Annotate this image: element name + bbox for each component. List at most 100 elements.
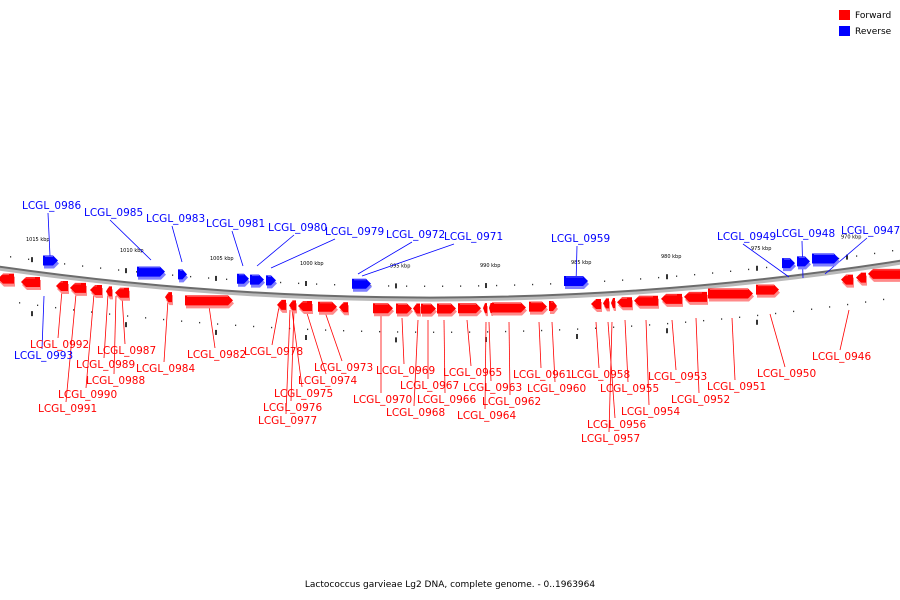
leader-line [41,295,45,350]
gene-arrow[interactable] [437,303,457,317]
gene-arrow[interactable] [277,299,287,313]
gene-arrow[interactable] [137,266,166,280]
gene-arrow[interactable] [856,272,867,286]
gene-arrow[interactable] [115,287,130,301]
gene-arrow[interactable] [603,298,610,312]
gene-label-lcgl-0946[interactable]: LCGL_0946 [812,351,871,363]
gene-label-lcgl-0970[interactable]: LCGL_0970 [353,394,412,406]
gene-arrow[interactable] [21,276,41,290]
gene-label-lcgl-0988[interactable]: LCGL_0988 [86,375,145,387]
gene-arrow[interactable] [237,273,250,287]
gene-arrow[interactable] [708,288,754,302]
gene-arrow[interactable] [298,300,313,314]
gene-arrow[interactable] [868,268,900,282]
gene-label-lcgl-0966[interactable]: LCGL_0966 [417,394,476,406]
gene-label-lcgl-0969[interactable]: LCGL_0969 [376,365,435,377]
gene-label-lcgl-0991[interactable]: LCGL_0991 [38,403,97,415]
gene-label-lcgl-0962[interactable]: LCGL_0962 [482,396,541,408]
gene-arrow[interactable] [617,297,633,311]
gene-label-lcgl-0950[interactable]: LCGL_0950 [757,368,816,380]
gene-arrow[interactable] [266,275,277,289]
gene-label-lcgl-0986[interactable]: LCGL_0986 [22,200,81,212]
gene-arrow[interactable] [492,302,527,316]
gene-arrow[interactable] [56,280,69,294]
gene-arrow[interactable] [373,303,394,317]
leader-line [113,295,117,375]
gene-label-lcgl-0947[interactable]: LCGL_0947 [841,225,900,237]
gene-label-lcgl-0960[interactable]: LCGL_0960 [527,383,586,395]
gene-arrow[interactable] [661,293,683,307]
gene-label-lcgl-0977[interactable]: LCGL_0977 [258,415,317,427]
gene-label-lcgl-0972[interactable]: LCGL_0972 [386,229,445,241]
gene-arrow[interactable] [70,282,87,296]
gene-arrow[interactable] [396,303,413,317]
gene-label-lcgl-0965[interactable]: LCGL_0965 [443,367,502,379]
gene-label-lcgl-0975[interactable]: LCGL_0975 [274,388,333,400]
gene-arrow[interactable] [106,286,113,300]
gene-label-lcgl-0949[interactable]: LCGL_0949 [717,231,776,243]
leader-line [103,293,109,359]
gene-label-lcgl-0953[interactable]: LCGL_0953 [648,371,707,383]
gene-label-lcgl-0951[interactable]: LCGL_0951 [707,381,766,393]
gene-arrow[interactable] [289,300,297,314]
gene-label-lcgl-0981[interactable]: LCGL_0981 [206,218,265,230]
gene-arrow[interactable] [634,295,659,309]
gene-arrow[interactable] [483,303,488,317]
gene-arrow[interactable] [549,301,558,315]
gene-label-lcgl-0987[interactable]: LCGL_0987 [97,345,156,357]
gene-label-lcgl-0968[interactable]: LCGL_0968 [386,407,445,419]
gene-arrow[interactable] [413,303,421,317]
legend-reverse-label: Reverse [855,27,892,37]
gene-arrow[interactable] [0,273,15,287]
gene-arrow[interactable] [250,274,265,288]
gene-arrow[interactable] [591,298,602,312]
gene-label-lcgl-0992[interactable]: LCGL_0992 [30,339,89,351]
gene-label-lcgl-0952[interactable]: LCGL_0952 [671,394,730,406]
gene-label-lcgl-0961[interactable]: LCGL_0961 [513,369,572,381]
gene-label-lcgl-0990[interactable]: LCGL_0990 [58,389,117,401]
gene-label-lcgl-0954[interactable]: LCGL_0954 [621,406,680,418]
gene-arrow[interactable] [185,295,234,309]
gene-label-lcgl-0978[interactable]: LCGL_0978 [244,346,303,358]
gene-arrow[interactable] [339,302,349,316]
gene-label-lcgl-0948[interactable]: LCGL_0948 [776,228,835,240]
gene-label-lcgl-0964[interactable]: LCGL_0964 [457,410,516,422]
gene-arrow[interactable] [529,301,548,315]
gene-label-lcgl-0976[interactable]: LCGL_0976 [263,402,322,414]
gene-label-lcgl-0958[interactable]: LCGL_0958 [571,369,630,381]
gene-label-lcgl-0979[interactable]: LCGL_0979 [325,226,384,238]
gene-arrow[interactable] [684,291,708,305]
gene-arrow[interactable] [165,292,173,306]
gene-label-lcgl-0982[interactable]: LCGL_0982 [187,349,246,361]
gene-label-lcgl-0984[interactable]: LCGL_0984 [136,363,195,375]
gene-arrow[interactable] [782,258,796,272]
gene-label-lcgl-0989[interactable]: LCGL_0989 [76,359,135,371]
gene-arrow[interactable] [564,276,589,290]
gene-label-lcgl-0963[interactable]: LCGL_0963 [463,382,522,394]
gene-label-lcgl-0971[interactable]: LCGL_0971 [444,231,503,243]
gene-arrow[interactable] [841,274,854,288]
gene-arrow[interactable] [797,256,811,270]
gene-arrow[interactable] [812,253,840,267]
gene-label-lcgl-0967[interactable]: LCGL_0967 [400,380,459,392]
gene-arrow[interactable] [352,278,372,292]
gene-label-lcgl-0956[interactable]: LCGL_0956 [587,419,646,431]
gene-arrow[interactable] [489,302,493,316]
gene-label-lcgl-0973[interactable]: LCGL_0973 [314,362,373,374]
gene-arrow[interactable] [178,269,188,283]
gene-arrow[interactable] [90,284,103,298]
gene-label-lcgl-0955[interactable]: LCGL_0955 [600,383,659,395]
gene-arrow[interactable] [421,303,437,317]
gene-arrow[interactable] [458,303,482,317]
gene-label-lcgl-0974[interactable]: LCGL_0974 [298,375,357,387]
gene-arrow[interactable] [318,301,338,315]
gene-arrow[interactable] [43,255,59,269]
gene-label-lcgl-0985[interactable]: LCGL_0985 [84,207,143,219]
gene-label-lcgl-0983[interactable]: LCGL_0983 [146,213,205,225]
gene-label-lcgl-0980[interactable]: LCGL_0980 [268,222,327,234]
gene-label-lcgl-0993[interactable]: LCGL_0993 [14,350,73,362]
gene-arrow[interactable] [611,297,616,311]
gene-arrow[interactable] [756,284,780,298]
gene-label-lcgl-0957[interactable]: LCGL_0957 [581,433,640,445]
gene-label-lcgl-0959[interactable]: LCGL_0959 [551,233,610,245]
